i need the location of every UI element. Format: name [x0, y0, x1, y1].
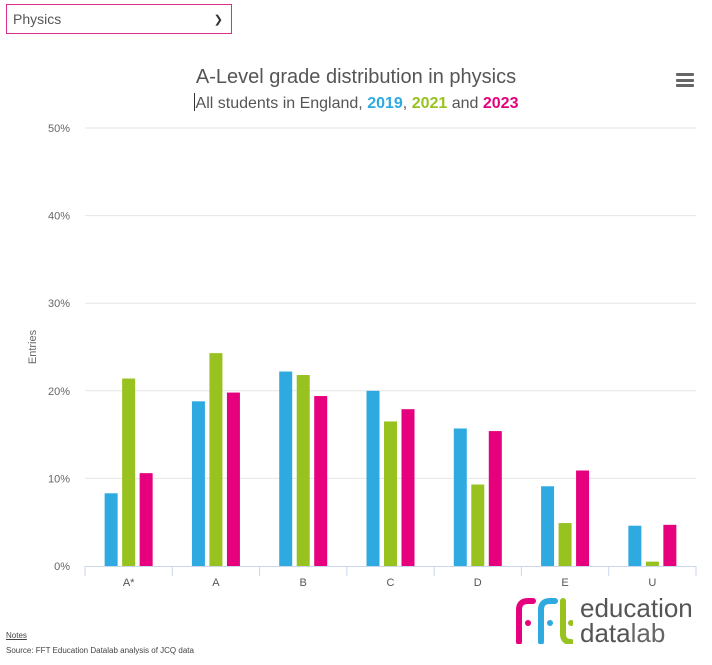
- legend-2021: 2021: [411, 95, 448, 112]
- bar-2023-B: [314, 396, 328, 566]
- hamburger-menu-icon[interactable]: [676, 73, 694, 89]
- x-tick-label: C: [387, 577, 395, 589]
- bar-2021-U: [645, 561, 659, 566]
- subject-select-value: Physics: [13, 11, 62, 27]
- bar-2021-A*: [122, 378, 136, 566]
- y-tick-label: 0%: [54, 561, 70, 573]
- subtitle-prefix: All students in England,: [195, 95, 368, 112]
- x-tick-label: E: [561, 577, 568, 589]
- y-axis-title: Entries: [27, 329, 39, 364]
- bar-2023-C: [401, 409, 415, 566]
- y-tick-label: 40%: [48, 211, 70, 223]
- bar-2019-A*: [104, 493, 118, 566]
- bar-2023-D: [488, 431, 502, 566]
- legend-2023: 2023: [482, 95, 519, 112]
- y-tick-label: 30%: [48, 298, 70, 310]
- x-tick-label: D: [474, 577, 482, 589]
- chevron-down-icon: ❯: [213, 13, 223, 26]
- notes-link[interactable]: Notes: [6, 631, 27, 640]
- bar-2023-A*: [139, 473, 153, 566]
- x-tick-label: A: [212, 577, 220, 589]
- bar-2023-A: [226, 392, 240, 566]
- source-text: Source: FFT Education Datalab analysis o…: [6, 646, 194, 655]
- bar-2021-B: [296, 375, 310, 566]
- bar-2021-C: [384, 421, 397, 566]
- bar-2019-C: [366, 390, 380, 566]
- subtitle-sep: and: [447, 95, 483, 112]
- y-tick-label: 20%: [48, 386, 70, 398]
- fft-education-datalab-logo: education datalab: [513, 593, 703, 648]
- bar-2021-E: [558, 523, 572, 566]
- bar-2019-B: [279, 371, 293, 566]
- chart-subtitle: All students in England, 2019, 2021 and …: [0, 93, 712, 113]
- bar-chart: 0% 10% 20% 30% 40% 50% Entries A* A B C D E U: [27, 123, 697, 589]
- chart-title: A-Level grade distribution in physics: [195, 66, 517, 88]
- y-tick-label: 50%: [48, 123, 70, 135]
- y-tick-label: 10%: [48, 473, 70, 485]
- bar-2019-A: [191, 401, 205, 566]
- fft-logo-mark: [516, 598, 574, 645]
- logo-text-education: education: [580, 593, 693, 623]
- bar-2021-A: [209, 353, 223, 566]
- bar-2023-E: [576, 470, 590, 566]
- x-tick-label: U: [648, 577, 656, 589]
- x-tick-label: A*: [123, 577, 135, 589]
- subject-select[interactable]: Physics ❯: [6, 4, 232, 34]
- logo-text-lab: lab: [630, 618, 666, 648]
- logo-text-datalab: datalab: [580, 620, 665, 646]
- bar-2021-D: [471, 484, 485, 566]
- x-tick-label: B: [300, 577, 307, 589]
- logo-text-data: data: [580, 618, 631, 648]
- bar-2023-U: [663, 524, 677, 566]
- text-cursor: [193, 93, 195, 111]
- bar-2019-U: [628, 525, 642, 566]
- bar-2019-E: [541, 486, 555, 566]
- bar-2019-D: [453, 428, 467, 566]
- subtitle-sep: ,: [402, 95, 412, 112]
- legend-2019: 2019: [367, 95, 403, 112]
